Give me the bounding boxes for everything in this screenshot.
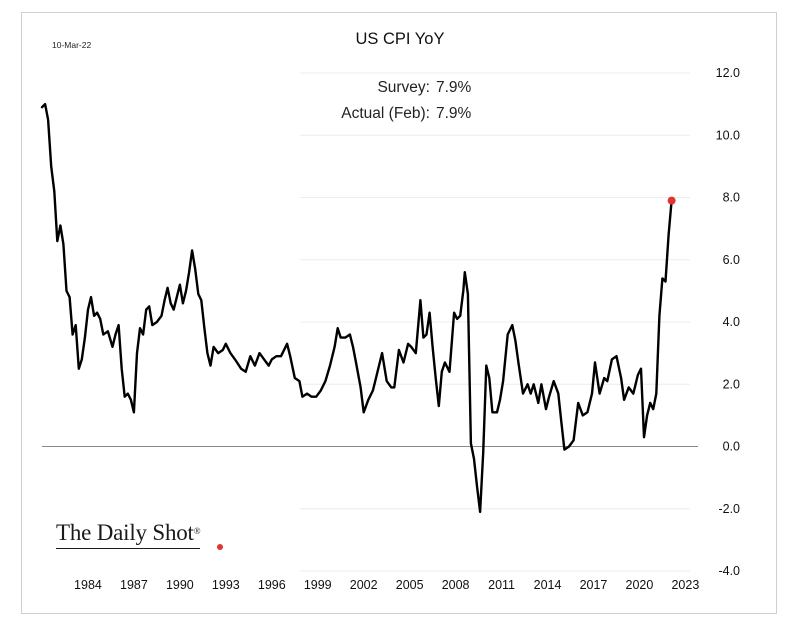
chart-title: US CPI YoY <box>355 30 445 48</box>
y-tick-label: 2.0 <box>723 377 740 391</box>
survey-label: Survey: <box>377 79 430 96</box>
x-tick-label: 2014 <box>534 578 562 592</box>
y-tick-label: 10.0 <box>716 128 740 142</box>
actual-row: Actual (Feb): 7.9% <box>300 101 488 127</box>
actual-value: 7.9% <box>436 105 472 122</box>
chart-frame <box>21 12 777 614</box>
survey-row: Survey: 7.9% <box>300 75 488 101</box>
cpi-yoy-series-line <box>40 102 673 514</box>
brand-logo: The Daily Shot® <box>56 520 201 549</box>
y-tick-label: 6.0 <box>723 253 740 267</box>
y-tick-label: 4.0 <box>723 315 740 329</box>
x-axis-tick-labels: 1984 1987 1990 1993 1996 1999 2002 2005 2008 2011… <box>74 578 699 592</box>
latest-value-marker <box>667 196 676 205</box>
x-tick-label: 2020 <box>626 578 654 592</box>
x-tick-label: 1984 <box>74 578 102 592</box>
date-stamp: 10-Mar-22 <box>52 40 92 50</box>
x-tick-label: 2005 <box>396 578 424 592</box>
x-tick-label: 2011 <box>488 578 515 592</box>
y-tick-label: 0.0 <box>723 440 740 454</box>
y-tick-label: -4.0 <box>718 564 740 578</box>
x-tick-label: 1999 <box>304 578 332 592</box>
survey-value: 7.9% <box>436 79 472 96</box>
x-tick-label: 2017 <box>580 578 608 592</box>
x-tick-label: 1993 <box>212 578 240 592</box>
brand-registered-mark: ® <box>193 526 201 536</box>
survey-annotation: Survey: 7.9% Actual (Feb): 7.9% <box>300 75 488 127</box>
y-axis-tick-labels: 12.0 10.0 8.0 6.0 4.0 2.0 0.0 -2.0 -4.0 <box>716 66 740 578</box>
brand-dot <box>217 544 223 550</box>
brand-name: The Daily Shot <box>56 520 194 545</box>
x-tick-label: 1987 <box>120 578 148 592</box>
actual-label: Actual (Feb): <box>341 105 430 122</box>
y-tick-label: -2.0 <box>718 502 740 516</box>
x-tick-label: 2023 <box>671 578 699 592</box>
x-tick-label: 2002 <box>350 578 378 592</box>
x-tick-label: 2008 <box>442 578 470 592</box>
gridlines <box>300 72 690 572</box>
x-tick-label: 1996 <box>258 578 286 592</box>
y-tick-label: 8.0 <box>723 191 740 205</box>
y-tick-label: 12.0 <box>716 66 740 80</box>
x-tick-label: 1990 <box>166 578 194 592</box>
